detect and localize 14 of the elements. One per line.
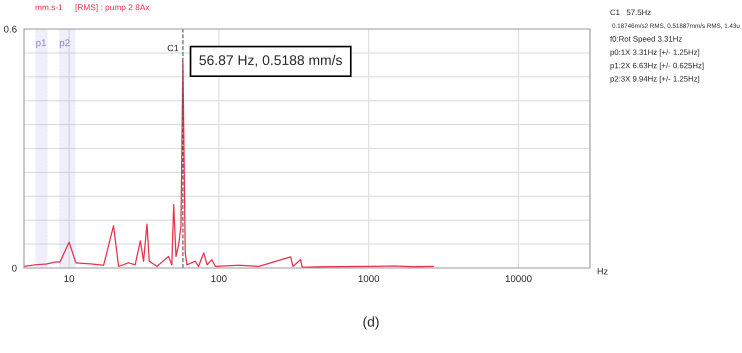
chart-title: [RMS] : pump 2 8Ax bbox=[76, 4, 150, 12]
y-tick-label: 0 bbox=[12, 264, 17, 272]
x-tick-label: 1000 bbox=[358, 275, 380, 282]
band-label: p2 bbox=[60, 39, 70, 48]
text: (d) bbox=[363, 316, 379, 330]
x-tick-label: 10000 bbox=[506, 275, 532, 282]
annotation: 56.87 Hz, 0.5188 mm/s bbox=[199, 54, 342, 67]
x-tick-label: 10 bbox=[64, 275, 74, 282]
y-tick-label: 0.6 bbox=[4, 26, 17, 33]
annotation: C1 bbox=[168, 44, 178, 52]
x-axis-title: Hz bbox=[598, 268, 608, 274]
y-axis-title: mm.s-1 bbox=[36, 4, 62, 10]
band-label: p1 bbox=[36, 39, 46, 48]
x-tick-label: 100 bbox=[212, 275, 227, 282]
